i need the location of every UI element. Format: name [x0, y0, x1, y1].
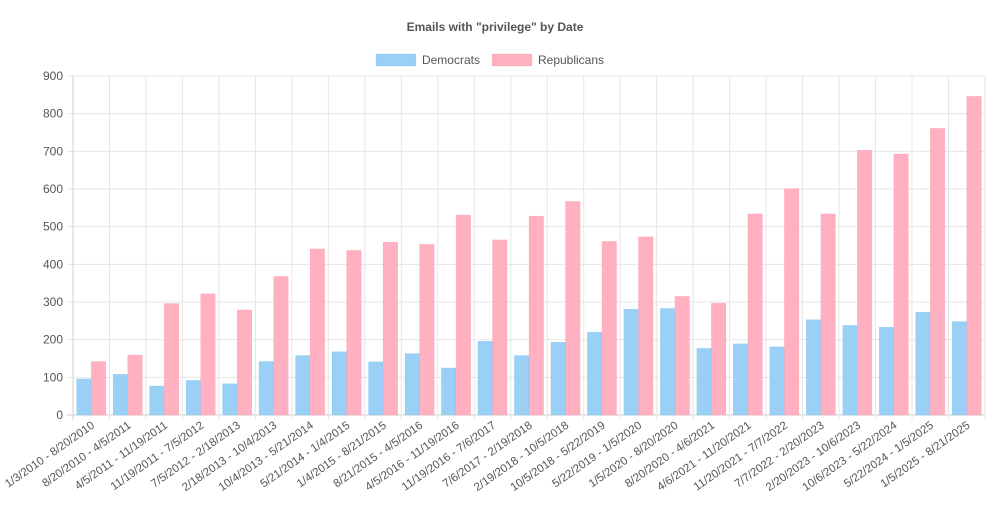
bar-republicans-21	[857, 149, 873, 416]
bar-democrats-2	[149, 385, 165, 416]
bar-democrats-1	[112, 374, 128, 416]
bar-democrats-9	[404, 353, 420, 416]
bar-democrats-22	[878, 326, 895, 416]
bar-republicans-24	[966, 96, 982, 416]
bar-democrats-16	[660, 308, 676, 416]
bar-republicans-3	[200, 293, 216, 416]
bar-democrats-12	[514, 355, 530, 416]
y-tick-label: 300	[43, 295, 63, 309]
legend-swatch-democrats	[375, 53, 417, 67]
bar-republicans-23	[930, 128, 946, 416]
bar-democrats-17	[696, 348, 712, 416]
bar-republicans-8	[382, 241, 398, 416]
y-tick-label: 0	[56, 408, 63, 422]
bar-republicans-12	[528, 215, 544, 416]
bar-democrats-6	[295, 355, 311, 416]
bar-democrats-14	[587, 331, 603, 416]
bar-democrats-15	[623, 308, 639, 416]
bar-republicans-9	[419, 244, 435, 416]
bar-republicans-6	[309, 248, 325, 416]
bar-republicans-14	[601, 241, 617, 416]
bar-republicans-16	[674, 296, 690, 416]
y-axis: 0 100 200 300 400 500 600 700 800 900	[43, 69, 63, 422]
bar-republicans-11	[492, 239, 508, 416]
bar-democrats-21	[842, 325, 858, 416]
bar-republicans-5	[273, 276, 289, 416]
y-tick-label: 900	[43, 69, 63, 83]
y-tick-label: 700	[43, 144, 63, 158]
bar-democrats-23	[915, 311, 931, 416]
bar-republicans-18	[747, 213, 763, 416]
bar-democrats-0	[76, 378, 92, 416]
y-tick-label: 500	[43, 220, 63, 234]
y-tick-label: 800	[43, 107, 63, 121]
bar-democrats-13	[550, 342, 566, 416]
bar-republicans-0	[90, 361, 107, 416]
legend-label-republicans: Republicans	[538, 53, 604, 67]
bar-democrats-3	[185, 380, 201, 416]
legend: Democrats Republicans	[375, 53, 604, 67]
y-tick-label: 400	[43, 257, 63, 271]
legend-label-democrats: Democrats	[422, 53, 480, 67]
bar-republicans-1	[127, 354, 143, 416]
bar-democrats-19	[769, 346, 785, 416]
bar-republicans-13	[565, 201, 581, 416]
bar-democrats-8	[368, 361, 384, 416]
bar-republicans-17	[711, 302, 727, 416]
bar-democrats-18	[733, 343, 749, 416]
bar-democrats-5	[258, 361, 274, 416]
legend-swatch-republicans	[491, 53, 533, 67]
bar-republicans-15	[638, 236, 654, 416]
bar-republicans-7	[346, 250, 362, 416]
grid	[67, 75, 986, 420]
y-tick-label: 200	[43, 333, 63, 347]
bar-republicans-20	[820, 213, 836, 416]
bar-republicans-2	[163, 303, 180, 416]
bar-democrats-4	[222, 383, 238, 416]
bar-democrats-10	[441, 367, 457, 416]
bars	[76, 96, 982, 416]
bar-democrats-24	[951, 321, 968, 416]
chart-title: Emails with "privilege" by Date	[407, 20, 584, 34]
y-tick-label: 600	[43, 182, 63, 196]
bar-democrats-7	[331, 351, 347, 416]
bar-republicans-22	[893, 153, 909, 416]
bar-republicans-19	[784, 188, 800, 416]
bar-republicans-10	[455, 214, 471, 416]
y-tick-label: 100	[43, 370, 63, 384]
bar-democrats-20	[805, 319, 822, 416]
bar-democrats-11	[477, 340, 493, 416]
bar-republicans-4	[236, 309, 253, 416]
